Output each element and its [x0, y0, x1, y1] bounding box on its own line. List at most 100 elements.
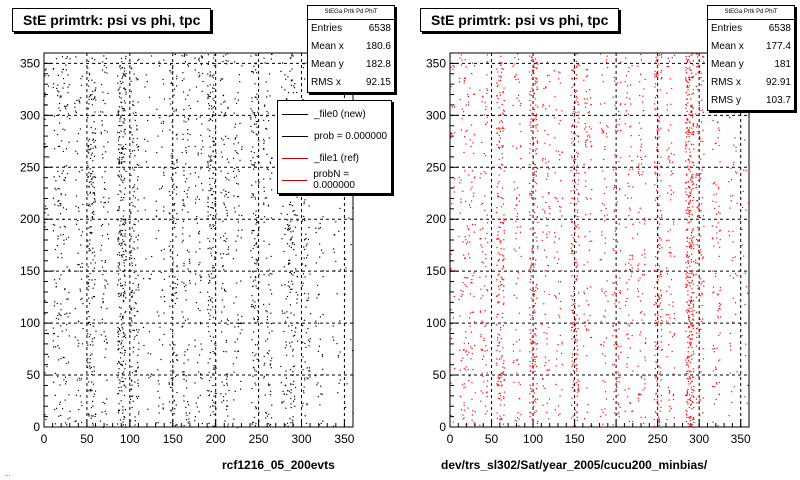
scatter-point: [136, 374, 138, 376]
scatter-point: [315, 262, 317, 264]
scatter-point: [69, 417, 71, 419]
scatter-point: [577, 354, 579, 356]
scatter-point: [685, 77, 687, 79]
scatter-point: [600, 259, 602, 261]
scatter-point: [536, 140, 538, 142]
scatter-point: [484, 413, 487, 415]
scatter-point: [155, 216, 158, 218]
scatter-point: [668, 314, 670, 316]
scatter-point: [572, 124, 574, 126]
scatter-point: [729, 332, 731, 334]
scatter-point: [59, 96, 61, 98]
scatter-point: [689, 246, 691, 249]
scatter-point: [690, 177, 692, 179]
scatter-point: [215, 283, 217, 285]
scatter-point: [559, 307, 561, 310]
scatter-point: [573, 349, 575, 351]
scatter-point: [499, 94, 501, 96]
scatter-point: [468, 174, 470, 176]
scatter-point: [690, 324, 692, 326]
scatter-point: [316, 297, 318, 299]
scatter-point: [283, 393, 285, 395]
scatter-point: [208, 61, 210, 63]
scatter-point: [660, 335, 662, 337]
scatter-point: [136, 163, 138, 166]
scatter-point: [599, 259, 601, 261]
scatter-point: [555, 109, 557, 111]
scatter-point: [689, 127, 691, 129]
scatter-point: [656, 176, 658, 178]
scatter-point: [602, 426, 604, 428]
scatter-point: [472, 369, 474, 371]
scatter-point: [101, 120, 103, 122]
scatter-point: [530, 264, 532, 267]
scatter-point: [214, 425, 216, 427]
scatter-point: [237, 183, 239, 185]
scatter-point: [88, 250, 90, 252]
scatter-point: [81, 421, 83, 423]
scatter-point: [719, 303, 722, 305]
scatter-point: [732, 194, 734, 197]
scatter-point: [65, 57, 67, 59]
scatter-point: [532, 156, 534, 158]
scatter-point: [131, 290, 133, 292]
scatter-point: [188, 119, 190, 121]
scatter-point: [117, 110, 119, 112]
scatter-point: [123, 274, 126, 276]
scatter-point: [687, 360, 690, 362]
scatter-point: [94, 97, 96, 99]
scatter-point: [571, 356, 573, 358]
scatter-point: [254, 322, 257, 324]
scatter-point: [131, 265, 133, 267]
scatter-point: [691, 395, 693, 397]
scatter-point: [215, 408, 217, 410]
scatter-point: [536, 62, 538, 64]
scatter-point: [302, 98, 304, 101]
scatter-point: [590, 104, 592, 106]
scatter-point: [264, 197, 266, 199]
scatter-point: [200, 148, 202, 150]
scatter-point: [265, 412, 267, 414]
scatter-point: [214, 156, 217, 158]
scatter-point: [89, 94, 91, 96]
scatter-point: [120, 324, 123, 326]
scatter-point: [122, 300, 124, 302]
scatter-point: [586, 355, 588, 357]
scatter-point: [173, 413, 175, 415]
scatter-point: [573, 191, 576, 193]
scatter-point: [692, 187, 694, 190]
scatter-point: [317, 294, 319, 296]
scatter-point: [689, 341, 691, 343]
scatter-point: [544, 130, 546, 132]
scatter-point: [118, 206, 120, 208]
scatter-point: [171, 160, 173, 162]
scatter-point: [212, 267, 214, 269]
scatter-point: [256, 261, 258, 263]
scatter-point: [132, 138, 134, 140]
scatter-point: [94, 262, 96, 264]
scatter-point: [212, 107, 214, 109]
scatter-point: [132, 100, 134, 102]
scatter-point: [639, 277, 641, 279]
scatter-point: [284, 227, 286, 230]
scatter-point: [138, 348, 140, 350]
scatter-point: [691, 307, 693, 309]
scatter-point: [182, 227, 184, 229]
scatter-point: [130, 80, 132, 82]
scatter-point: [238, 205, 240, 207]
scatter-point: [60, 325, 62, 327]
scatter-point: [208, 312, 210, 314]
scatter-point: [673, 417, 675, 419]
scatter-point: [77, 270, 79, 272]
scatter-point: [211, 277, 213, 279]
scatter-point: [548, 105, 551, 107]
scatter-point: [695, 345, 697, 347]
scatter-point: [502, 187, 504, 189]
scatter-point: [692, 389, 694, 391]
scatter-point: [467, 241, 469, 243]
scatter-point: [319, 256, 321, 258]
scatter-point: [661, 56, 663, 58]
scatter-point: [135, 371, 137, 373]
scatter-point: [94, 415, 96, 418]
scatter-point: [554, 257, 556, 259]
